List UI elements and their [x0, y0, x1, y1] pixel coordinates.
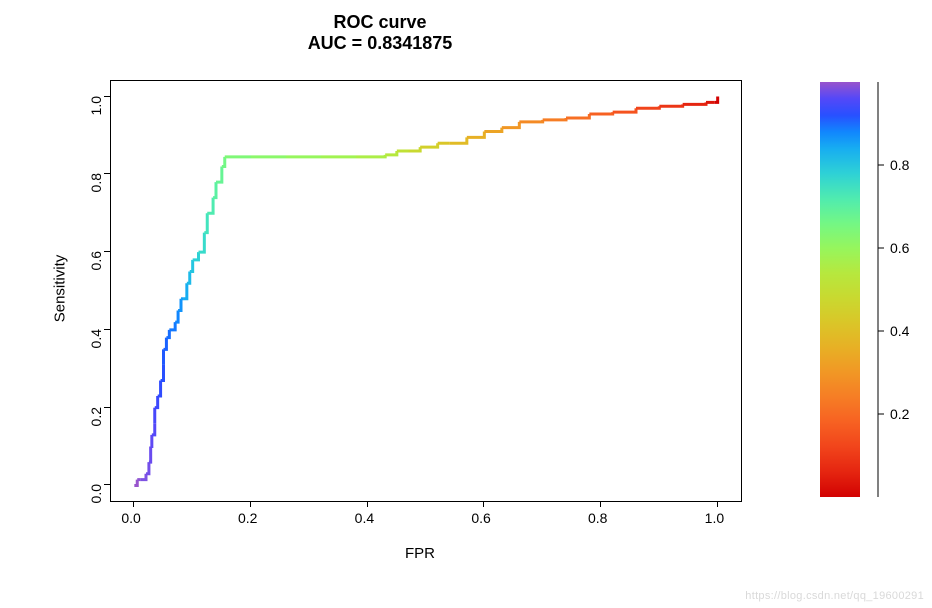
svg-text:0.4: 0.4: [890, 323, 910, 339]
chart-container: { "roc_chart": { "type": "line", "title_…: [0, 0, 932, 608]
x-tick-label: 0.6: [471, 510, 490, 526]
watermark-text: https://blog.csdn.net/qq_19600291: [745, 590, 924, 602]
x-tick: [483, 501, 484, 507]
chart-title-line2: AUC = 0.8341875: [0, 33, 760, 54]
x-tick-label: 0.2: [238, 510, 257, 526]
y-tick: [104, 484, 110, 485]
x-tick-label: 0.0: [121, 510, 140, 526]
x-tick: [600, 501, 601, 507]
y-tick: [104, 173, 110, 174]
y-tick-label: 0.2: [88, 407, 104, 437]
x-tick-label: 0.4: [355, 510, 374, 526]
x-tick: [133, 501, 134, 507]
x-tick: [367, 501, 368, 507]
x-axis-label: FPR: [405, 545, 435, 562]
y-tick: [104, 251, 110, 252]
x-tick: [250, 501, 251, 507]
colorbar: 0.2 0.4 0.6 0.8: [820, 82, 932, 497]
svg-text:0.6: 0.6: [890, 240, 910, 256]
y-tick: [104, 96, 110, 97]
x-tick-label: 0.8: [588, 510, 607, 526]
y-tick: [104, 329, 110, 330]
plot-area: [110, 80, 742, 502]
y-tick-label: 1.0: [88, 96, 104, 126]
x-tick-label: 1.0: [705, 510, 724, 526]
y-axis-label: Sensitivity: [52, 249, 69, 329]
y-tick-label: 0.8: [88, 173, 104, 203]
chart-title-line1: ROC curve: [0, 12, 760, 33]
chart-title-block: ROC curve AUC = 0.8341875: [0, 12, 760, 54]
x-tick: [717, 501, 718, 507]
svg-text:0.8: 0.8: [890, 157, 910, 173]
y-tick-label: 0.0: [88, 484, 104, 514]
y-tick-label: 0.4: [88, 329, 104, 359]
y-tick-label: 0.6: [88, 251, 104, 281]
y-tick: [104, 407, 110, 408]
roc-curve-svg: [111, 81, 741, 501]
svg-text:0.2: 0.2: [890, 406, 910, 422]
